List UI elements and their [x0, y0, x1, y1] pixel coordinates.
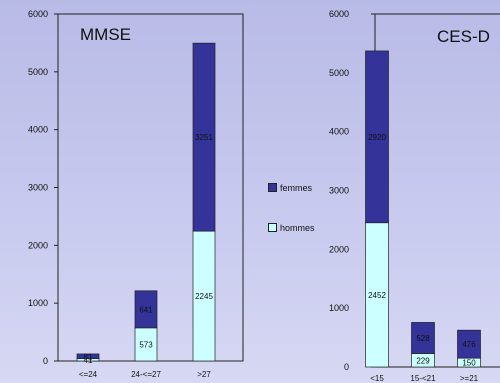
bar-femmes [192, 42, 216, 232]
y-tick-label: 3000 [329, 186, 349, 196]
y-tick-label: 5000 [329, 68, 349, 78]
y-tick-label: 2000 [28, 240, 48, 250]
data-label-femmes: 2920 [368, 133, 386, 142]
x-category-label: <15 [370, 374, 384, 383]
data-label-hommes: 150 [462, 359, 476, 368]
data-label-hommes: 41 [84, 356, 93, 365]
chart-title: CES-D [437, 27, 490, 46]
y-tick-label: 6000 [28, 9, 48, 19]
x-category-label: <=24 [79, 370, 98, 379]
data-label-hommes: 2452 [368, 291, 386, 300]
legend-swatch-hommes [268, 223, 277, 232]
data-label-hommes: 229 [416, 356, 430, 365]
data-label-hommes: 573 [139, 340, 153, 349]
y-tick-label: 6000 [329, 9, 349, 19]
x-category-label: 24-<=27 [131, 370, 161, 379]
y-tick-label: 5000 [28, 67, 48, 77]
data-label-femmes: 476 [462, 340, 476, 349]
x-category-label: 15-<21 [410, 374, 436, 383]
y-tick-label: 2000 [329, 244, 349, 254]
legend-item-femmes: femmes [268, 183, 312, 193]
bar-femmes [411, 322, 435, 354]
legend-label-femmes: femmes [280, 183, 313, 193]
y-tick-label: 4000 [28, 125, 48, 135]
bar-femmes [365, 50, 389, 224]
y-tick-label: 4000 [329, 127, 349, 137]
y-tick-label: 0 [344, 362, 349, 372]
data-label-femmes: 3251 [195, 133, 213, 142]
y-tick-label: 3000 [28, 183, 48, 193]
y-tick-label: 0 [43, 356, 48, 366]
legend-label-hommes: hommes [280, 223, 315, 233]
bar-femmes [134, 290, 158, 329]
data-label-hommes: 2245 [195, 292, 213, 301]
x-category-label: >27 [197, 370, 211, 379]
data-label-femmes: 528 [416, 334, 430, 343]
legend-item-hommes: hommes [268, 223, 315, 233]
bar-femmes [457, 329, 481, 359]
plot-area [374, 13, 500, 368]
data-label-femmes: 81 [84, 352, 93, 361]
y-tick-label: 1000 [28, 298, 48, 308]
chart-title: MMSE [80, 25, 131, 44]
legend-swatch-femmes [268, 183, 277, 192]
x-category-label: >=21 [460, 374, 479, 383]
chart-ces-d: CES-D 0 1000 2000 3000 4000 5000 6000 2452 2920 <1… [329, 9, 500, 383]
bar-femmes [76, 353, 100, 359]
data-label-femmes: 641 [139, 305, 153, 314]
y-tick-label: 1000 [329, 303, 349, 313]
